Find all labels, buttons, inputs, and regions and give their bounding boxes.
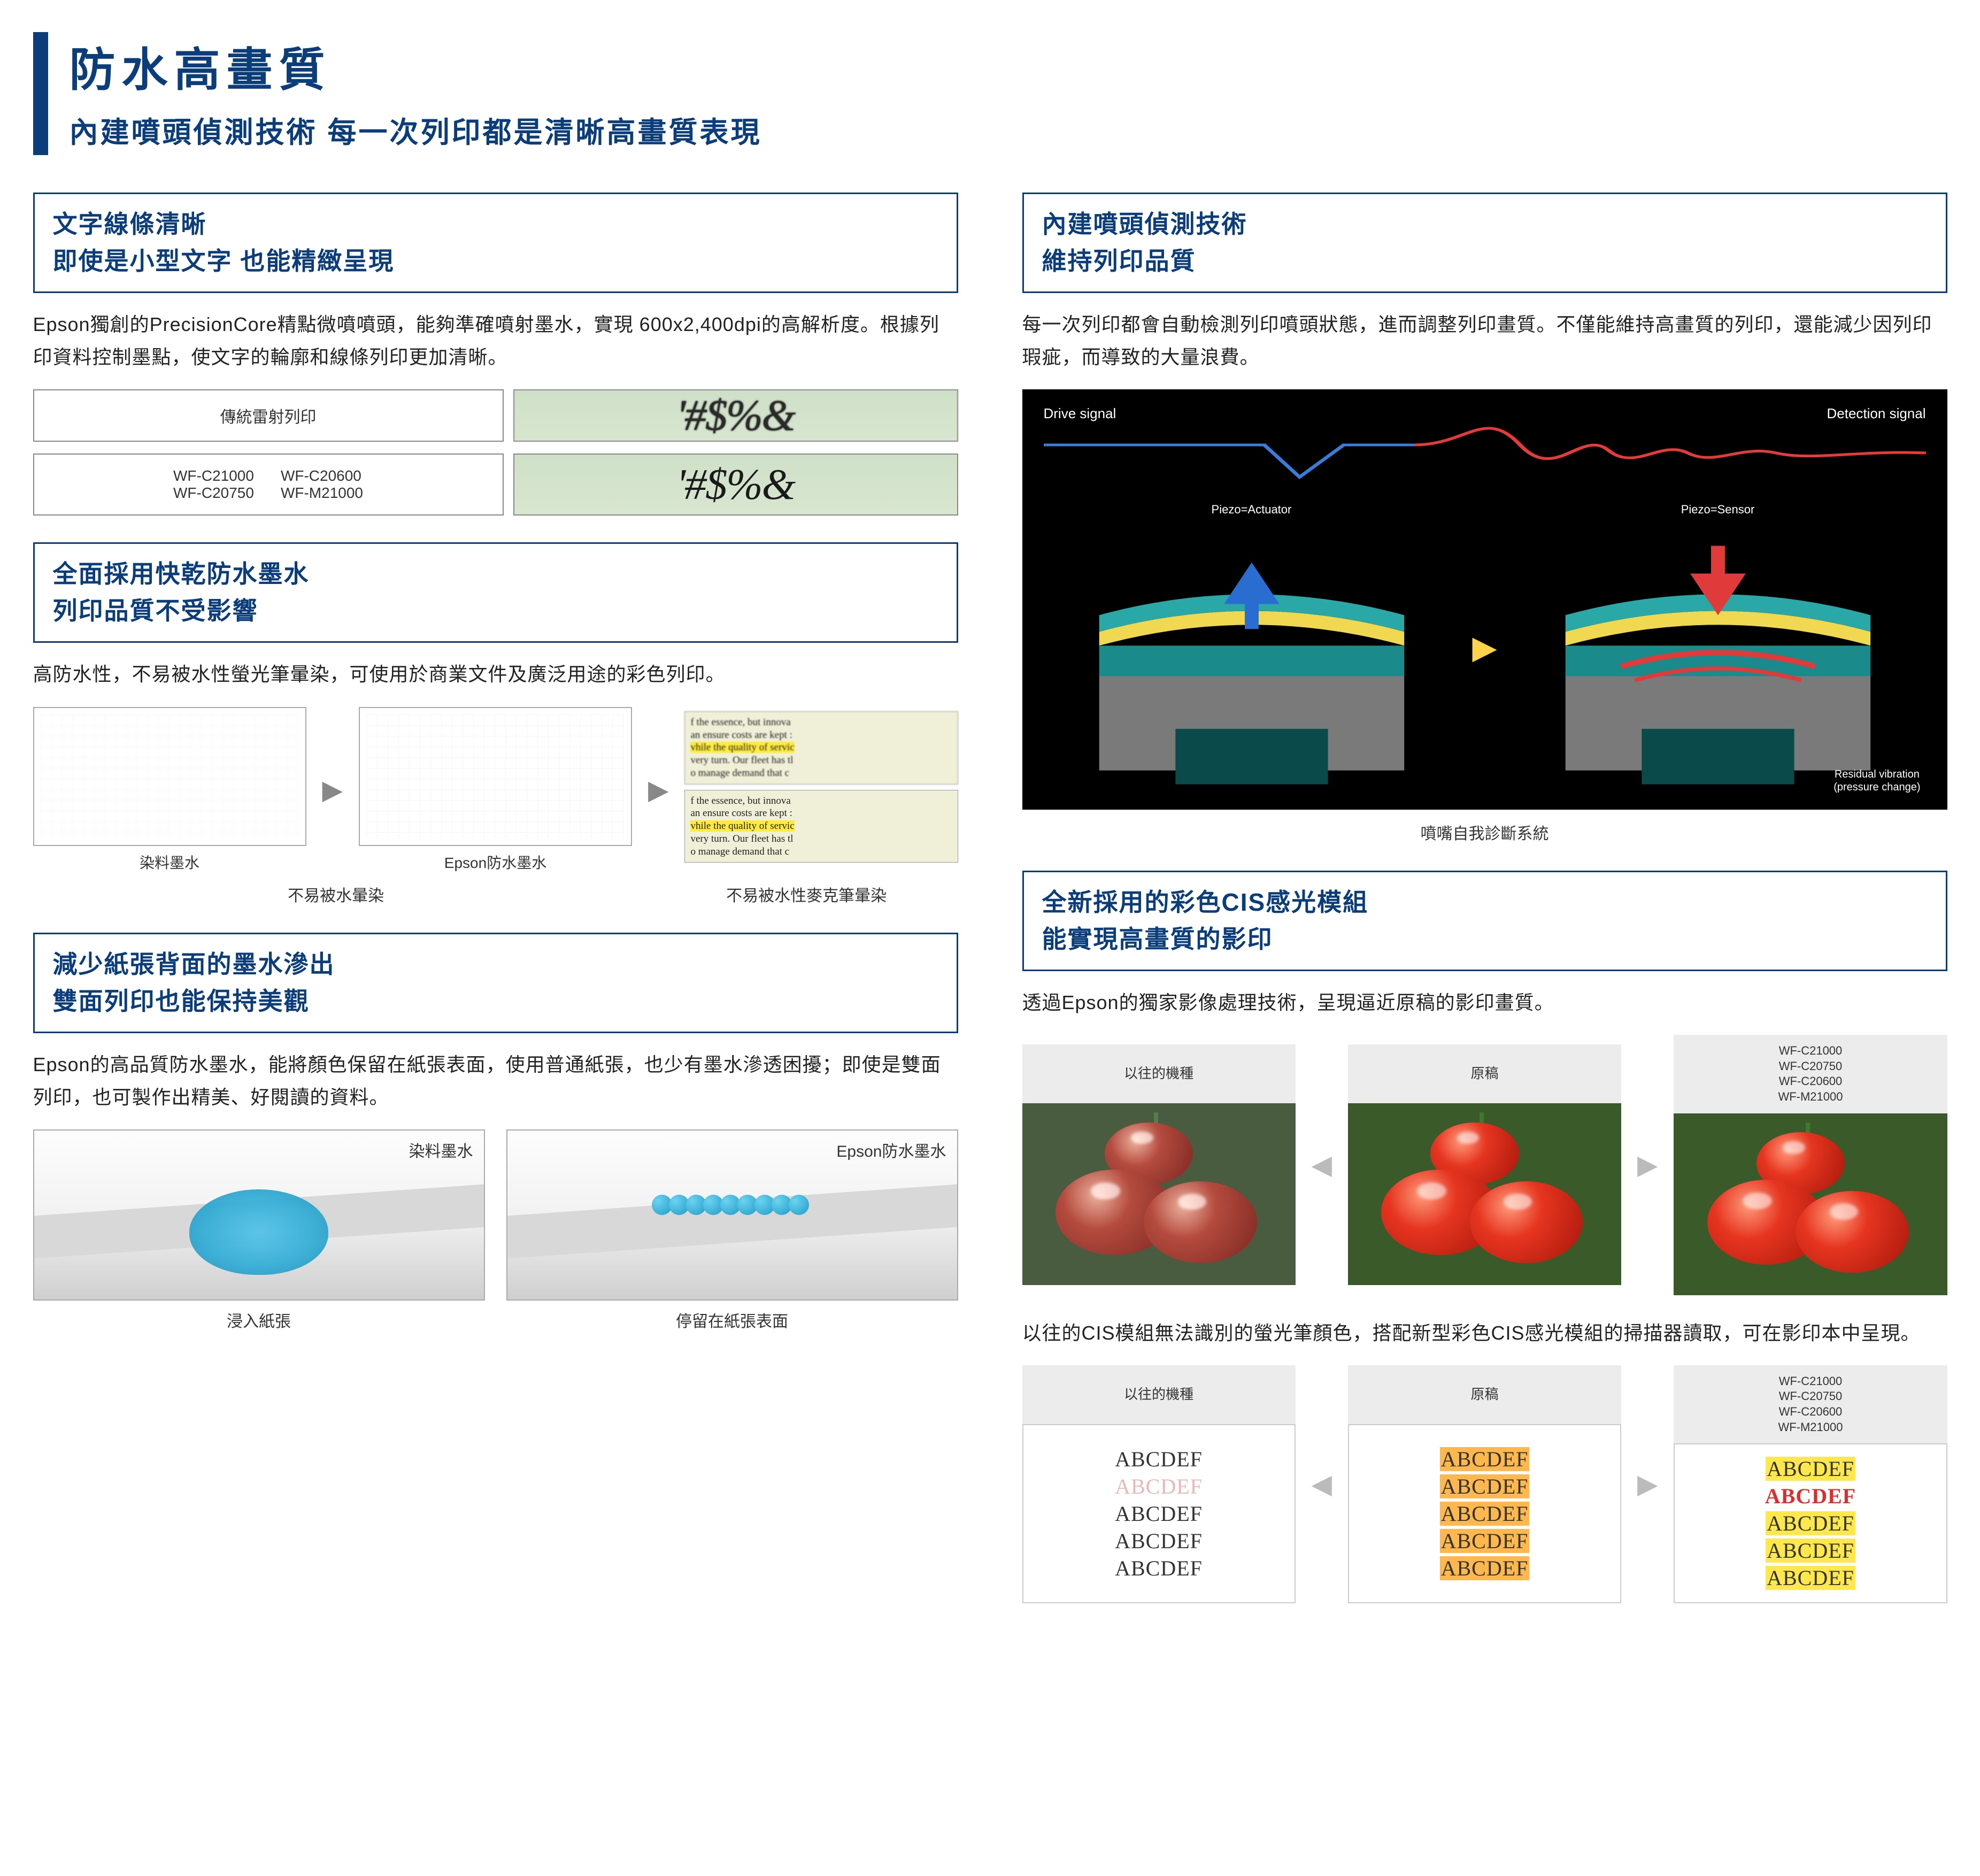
arrow-right-icon: ▶ xyxy=(1637,1149,1658,1180)
section-title: 減少紙張背面的墨水滲出 雙面列印也能保持美觀 xyxy=(33,933,958,1033)
title-line: 全面採用快乾防水墨水 xyxy=(53,556,938,593)
right-column: 內建噴頭偵測技術 維持列印品質 每一次列印都會自動檢測列印噴頭狀態，進而調整列印… xyxy=(1022,193,1947,1603)
bleed-fig-dye: 染料墨水 浸入紙張 xyxy=(33,1129,485,1332)
header-accent-bar xyxy=(33,32,48,155)
section-body: Epson的高品質防水墨水，能將顏色保留在紙張表面，使用普通紙張，也少有墨水滲透… xyxy=(33,1048,958,1113)
section-body: 每一次列印都會自動檢測列印噴頭狀態，進而調整列印畫質。不僅能維持高畫質的列印，還… xyxy=(1022,308,1947,373)
title-line: 即使是小型文字 也能精緻呈現 xyxy=(53,243,938,280)
arrow-icon: ▶ xyxy=(648,774,668,805)
residual-label: (pressure change) xyxy=(1833,781,1920,794)
piezo-sensor-fig: Piezo=Sensor xyxy=(1510,507,1926,788)
model-name: WF-C21000 xyxy=(173,467,254,485)
section-body: 透過Epson的獨家影像處理技術，呈現逼近原稿的影印畫質。 xyxy=(1022,986,1947,1019)
page-subtitle: 內建噴頭偵測技術 每一次列印都是清晰高畫質表現 xyxy=(70,109,762,151)
nozzle-diagram: Drive signal Detection signal Piezo=Actu… xyxy=(1022,389,1947,810)
model-name: WF-M21000 xyxy=(1678,1420,1943,1435)
section-title: 內建噴頭偵測技術 維持列印品質 xyxy=(1022,193,1947,293)
comparison-row-laser: 傳統雷射列印 '#$%& xyxy=(33,389,958,442)
model-name: WF-M21000 xyxy=(1678,1089,1943,1105)
detection-signal-label: Detection signal xyxy=(1827,405,1926,422)
title-line: 文字線條清晰 xyxy=(53,206,938,243)
caption: 不易被水暈染 xyxy=(33,882,639,906)
arrow-icon: ▶ xyxy=(322,774,343,805)
section-bleed-through: 減少紙張背面的墨水滲出 雙面列印也能保持美觀 Epson的高品質防水墨水，能將顏… xyxy=(33,933,958,1332)
model-name: WF-M21000 xyxy=(281,485,363,502)
comparison-row-epson: WF-C21000 WF-C20750 WF-C20600 WF-M21000 … xyxy=(33,453,958,516)
highlighter-text-sample: f the essence, but innovaan ensure costs… xyxy=(684,711,958,868)
section-body: 高防水性，不易被水性螢光筆暈染，可使用於商業文件及廣泛用途的彩色列印。 xyxy=(33,658,958,690)
residual-label: Residual vibration xyxy=(1833,768,1920,781)
yellow-arrow-icon: ▶ xyxy=(1472,629,1497,666)
model-name: WF-C20750 xyxy=(1678,1059,1943,1074)
col-header: 以往的機種 xyxy=(1022,1365,1296,1424)
bleed-fig-epson: Epson防水墨水 停留在紙張表面 xyxy=(506,1129,958,1332)
model-name: WF-C20600 xyxy=(1678,1074,1943,1089)
text-sample-blurry: '#$%& xyxy=(513,389,958,442)
page-title: 防水高畫質 xyxy=(70,32,762,99)
caption: 不易被水性麥克筆暈染 xyxy=(655,882,958,906)
chart-label: 染料墨水 xyxy=(33,851,306,873)
tomato-comparison-row: 以往的機種 ◀ 原稿 ▶ WF xyxy=(1022,1035,1947,1295)
title-line: 減少紙張背面的墨水滲出 xyxy=(53,946,938,983)
left-column: 文字線條清晰 即使是小型文字 也能精緻呈現 Epson獨創的PrecisionC… xyxy=(33,193,958,1603)
section-waterproof-ink: 全面採用快乾防水墨水 列印品質不受影響 高防水性，不易被水性螢光筆暈染，可使用於… xyxy=(33,542,958,905)
piezo-actuator-fig: Piezo=Actuator xyxy=(1044,507,1460,788)
fig-label: Epson防水墨水 xyxy=(836,1138,946,1162)
model-name: WF-C20600 xyxy=(1678,1404,1943,1420)
chart-epson-ink: Epson防水墨水 xyxy=(359,707,632,873)
highlighter-text-comparison: 以往的機種 ABCDEFABCDEFABCDEFABCDEFABCDEF ◀ 原… xyxy=(1022,1365,1947,1603)
model-name: WF-C21000 xyxy=(1678,1043,1943,1059)
title-line: 內建噴頭偵測技術 xyxy=(1042,206,1928,243)
title-line: 雙面列印也能保持美觀 xyxy=(53,983,938,1020)
section-title: 全面採用快乾防水墨水 列印品質不受影響 xyxy=(33,542,958,643)
model-name: WF-C20750 xyxy=(1678,1389,1943,1404)
section-title: 文字線條清晰 即使是小型文字 也能精緻呈現 xyxy=(33,193,958,293)
fig-label: 染料墨水 xyxy=(409,1138,473,1162)
abc-sample-original: ABCDEFABCDEFABCDEFABCDEFABCDEF xyxy=(1348,1424,1621,1603)
caption: 浸入紙張 xyxy=(33,1308,485,1332)
arrow-left-icon: ◀ xyxy=(1312,1149,1332,1180)
chart-label: Epson防水墨水 xyxy=(359,851,632,873)
model-name: WF-C20750 xyxy=(173,485,254,502)
piezo-label: Piezo=Actuator xyxy=(1212,503,1292,517)
section-text-clarity: 文字線條清晰 即使是小型文字 也能精緻呈現 Epson獨創的PrecisionC… xyxy=(33,193,958,516)
section-cis-module: 全新採用的彩色CIS感光模組 能實現高畫質的影印 透過Epson的獨家影像處理技… xyxy=(1022,871,1947,1603)
col-header: WF-C21000 WF-C20750 WF-C20600 WF-M21000 xyxy=(1674,1365,1947,1443)
tomato-image-new xyxy=(1674,1113,1947,1295)
section-body: 以往的CIS模組無法識別的螢光筆顏色，搭配新型彩色CIS感光模組的掃描器讀取，可… xyxy=(1022,1317,1947,1349)
model-name: WF-C20600 xyxy=(281,467,363,485)
chart-dye-ink: 染料墨水 xyxy=(33,707,306,873)
title-line: 全新採用的彩色CIS感光模組 xyxy=(1042,884,1928,921)
row-label: 傳統雷射列印 xyxy=(33,389,504,442)
col-header: 原稿 xyxy=(1348,1044,1621,1103)
caption: 噴嘴自我診斷系統 xyxy=(1022,820,1947,844)
title-line: 維持列印品質 xyxy=(1042,243,1928,280)
arrow-left-icon: ◀ xyxy=(1312,1468,1332,1500)
col-header: WF-C21000 WF-C20750 WF-C20600 WF-M21000 xyxy=(1674,1035,1947,1113)
section-body: Epson獨創的PrecisionCore精點微噴噴頭，能夠準確噴射墨水，實現 … xyxy=(33,308,958,373)
abc-sample-old: ABCDEFABCDEFABCDEFABCDEFABCDEF xyxy=(1022,1424,1296,1603)
abc-sample-new: ABCDEFABCDEFABCDEFABCDEFABCDEF xyxy=(1674,1443,1947,1603)
row-label: WF-C21000 WF-C20750 WF-C20600 WF-M21000 xyxy=(33,453,504,516)
piezo-label: Piezo=Sensor xyxy=(1681,503,1755,517)
section-title: 全新採用的彩色CIS感光模組 能實現高畫質的影印 xyxy=(1022,871,1947,971)
caption: 停留在紙張表面 xyxy=(506,1308,958,1332)
title-line: 能實現高畫質的影印 xyxy=(1042,921,1928,958)
page-header: 防水高畫質 內建噴頭偵測技術 每一次列印都是清晰高畫質表現 xyxy=(33,32,1947,155)
tomato-image-original xyxy=(1348,1103,1621,1285)
tomato-image-old xyxy=(1022,1103,1296,1285)
model-name: WF-C21000 xyxy=(1678,1374,1943,1389)
section-nozzle-detection: 內建噴頭偵測技術 維持列印品質 每一次列印都會自動檢測列印噴頭狀態，進而調整列印… xyxy=(1022,193,1947,844)
drive-signal-label: Drive signal xyxy=(1044,405,1116,422)
col-header: 以往的機種 xyxy=(1022,1044,1296,1103)
title-line: 列印品質不受影響 xyxy=(53,593,938,629)
col-header: 原稿 xyxy=(1348,1365,1621,1424)
text-sample-sharp: '#$%& xyxy=(513,453,958,516)
arrow-right-icon: ▶ xyxy=(1637,1468,1658,1500)
